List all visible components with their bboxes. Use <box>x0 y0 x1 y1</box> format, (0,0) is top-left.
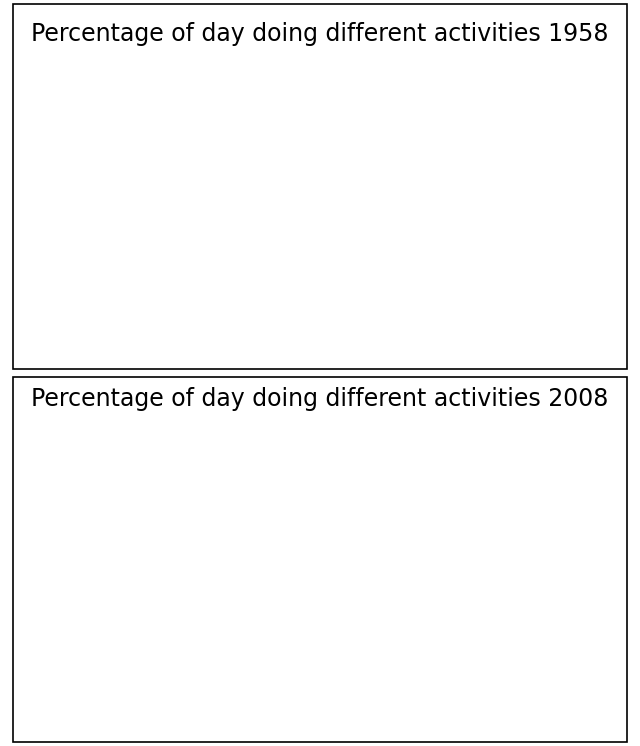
Text: Percentage of day doing different activities 1958: Percentage of day doing different activi… <box>31 22 609 46</box>
Wedge shape <box>51 560 243 662</box>
Wedge shape <box>64 194 240 296</box>
Legend: Sleeping, Travelling to work, Working, Relaxing at home, Going out ( with friend: Sleeping, Travelling to work, Working, R… <box>289 467 568 652</box>
Wedge shape <box>116 92 154 194</box>
Wedge shape <box>51 98 154 194</box>
Text: 8: 8 <box>273 584 282 598</box>
Wedge shape <box>116 457 154 560</box>
Wedge shape <box>51 485 154 560</box>
Text: 8: 8 <box>25 219 34 233</box>
Wedge shape <box>154 560 256 609</box>
Wedge shape <box>83 464 154 560</box>
Wedge shape <box>154 457 256 560</box>
Text: 19: 19 <box>39 115 56 129</box>
Text: Percentage of day doing different activities 2008: Percentage of day doing different activi… <box>31 387 609 411</box>
Wedge shape <box>154 194 246 249</box>
Text: 33: 33 <box>141 315 158 329</box>
Wedge shape <box>154 92 256 237</box>
Text: 6: 6 <box>125 427 134 441</box>
Text: 6: 6 <box>125 61 134 75</box>
Text: 32: 32 <box>253 119 271 132</box>
Text: 6: 6 <box>81 445 90 459</box>
Legend: Sleeping, Travelling to work, Working, Relaxing at home, Going out ( with friend: Sleeping, Travelling to work, Working, R… <box>289 101 568 286</box>
Text: 42: 42 <box>113 677 131 691</box>
Text: 13: 13 <box>28 501 45 515</box>
Text: 2: 2 <box>261 248 270 263</box>
Text: 25: 25 <box>236 462 253 476</box>
Wedge shape <box>51 194 154 243</box>
